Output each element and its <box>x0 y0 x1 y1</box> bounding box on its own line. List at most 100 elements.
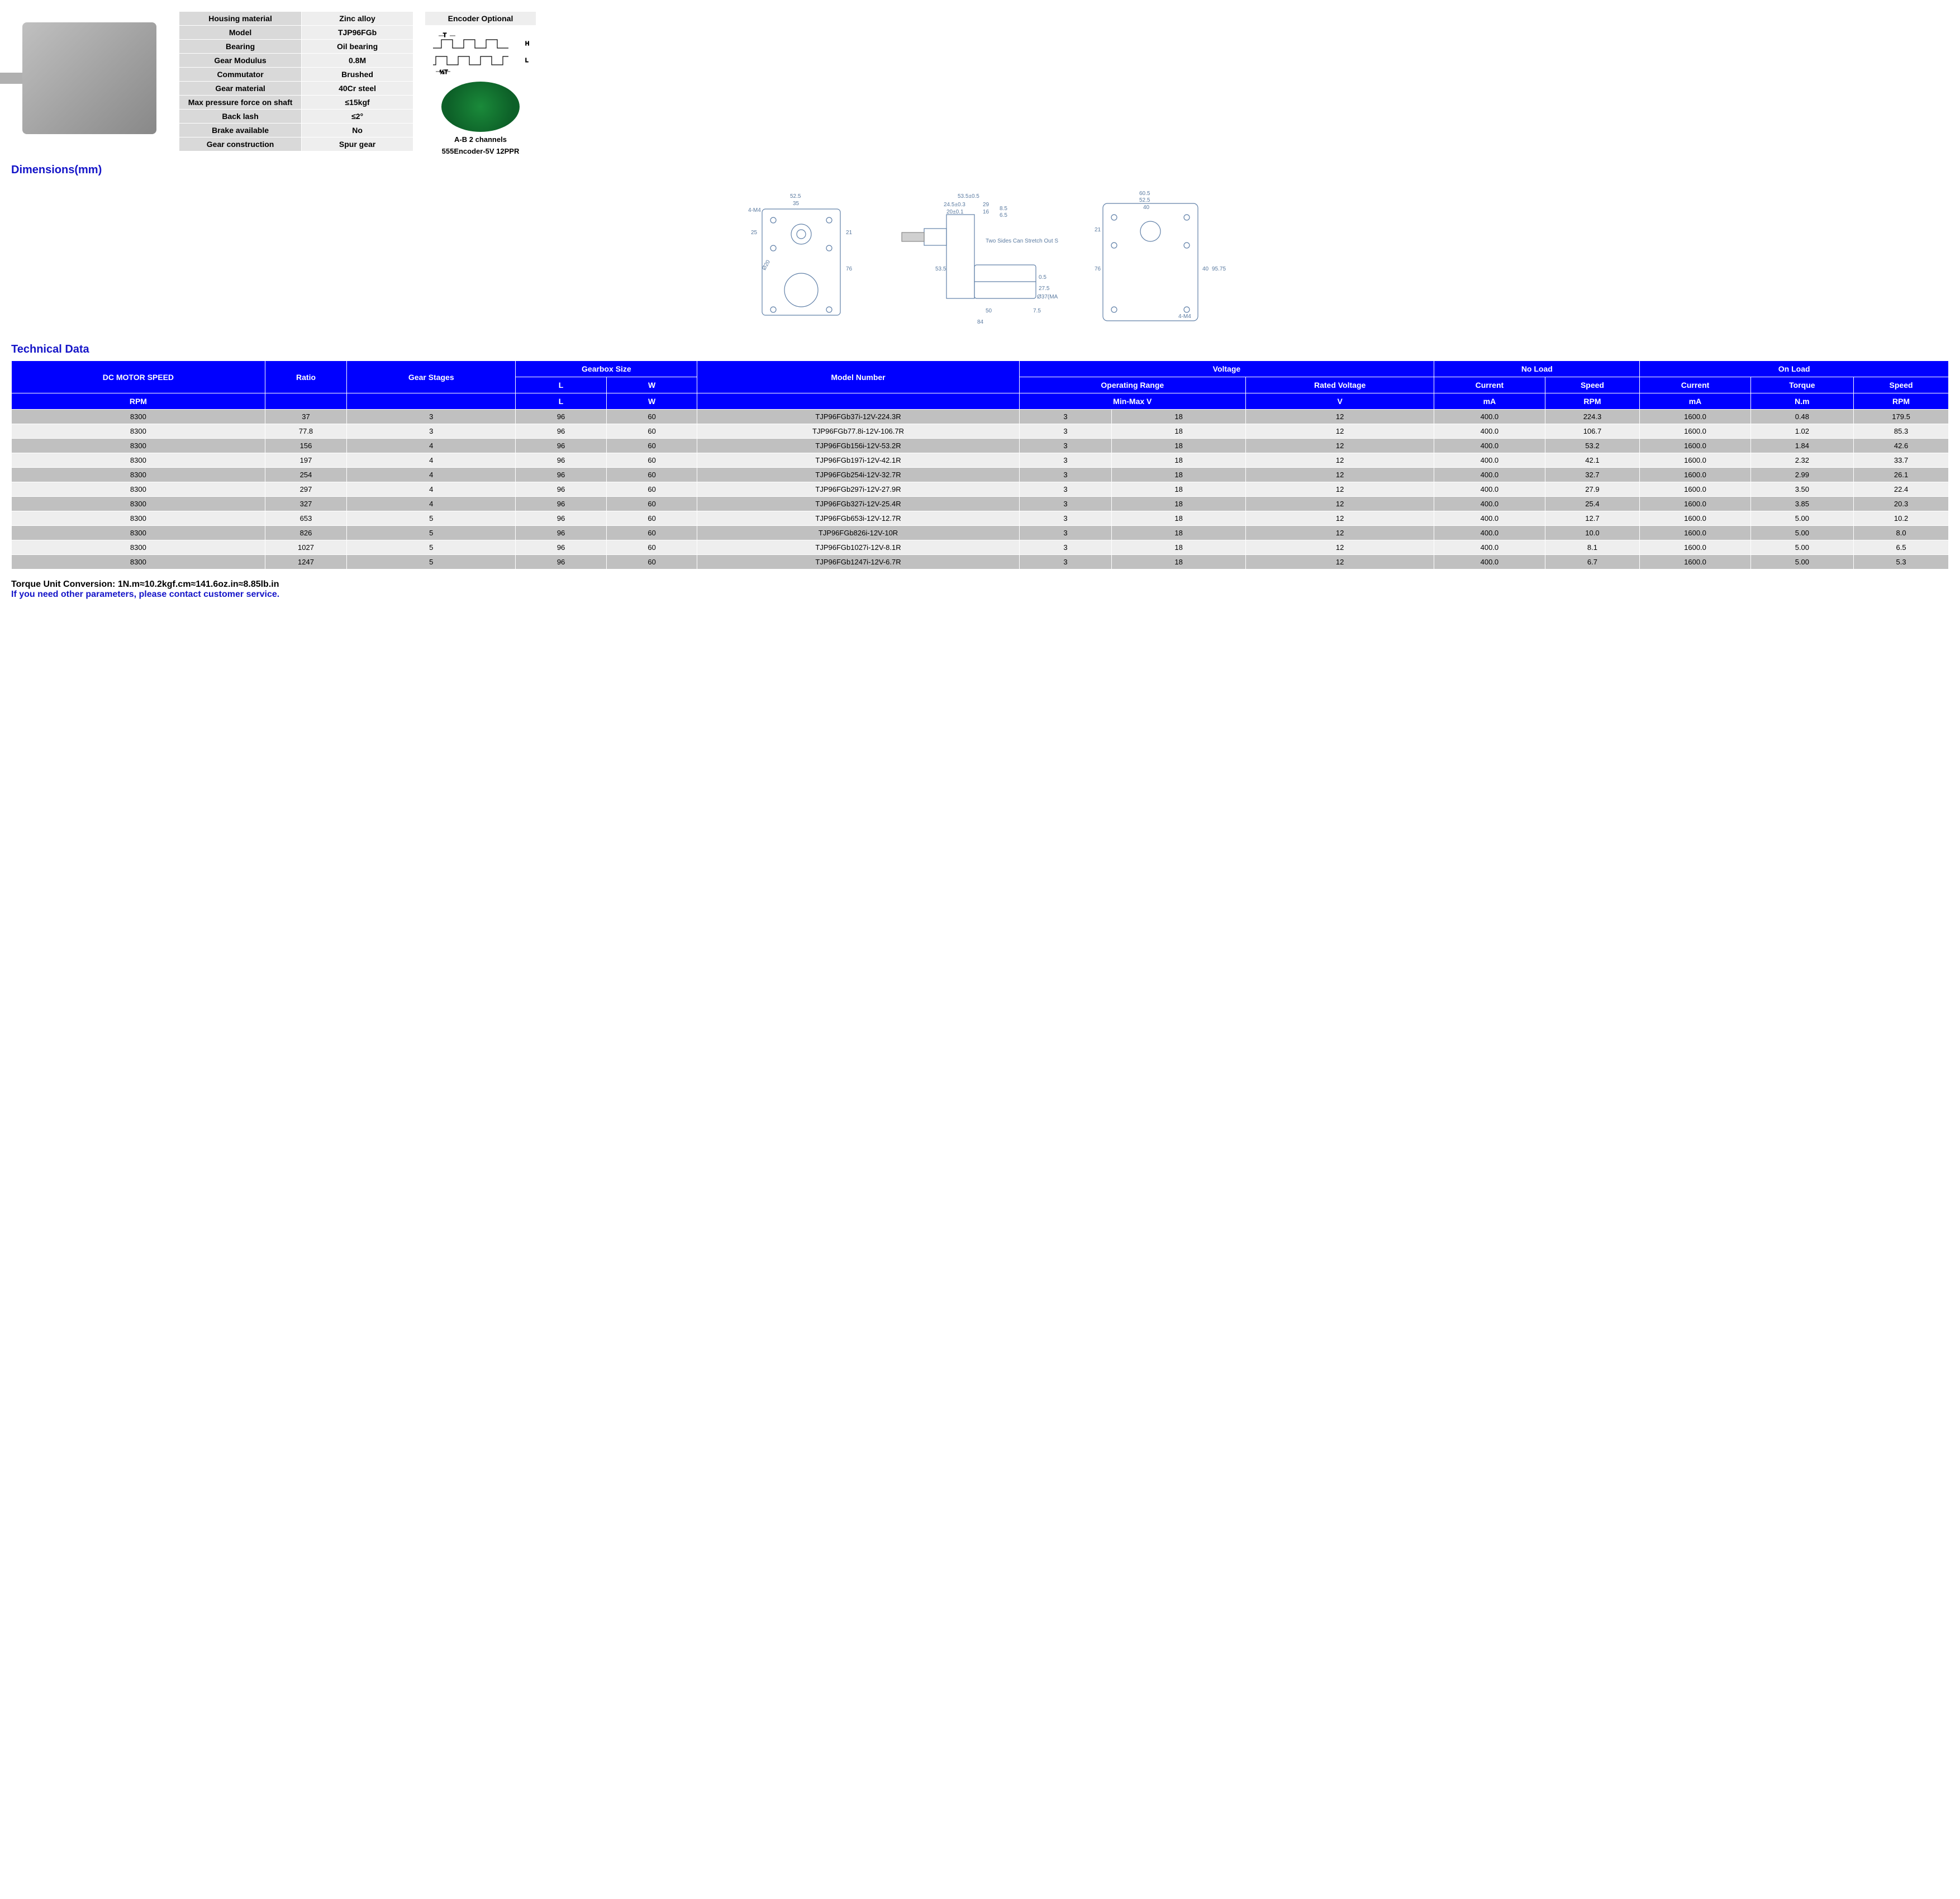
table-cell: 96 <box>516 526 607 540</box>
svg-text:27.5: 27.5 <box>1039 286 1050 292</box>
table-cell: 12 <box>1246 468 1434 482</box>
table-row: 83003739660TJP96FGb37i-12V-224.3R3181240… <box>12 410 1949 424</box>
encoder-caption-1: A-B 2 channels <box>425 135 536 144</box>
svg-text:24.5±0.3: 24.5±0.3 <box>944 202 965 208</box>
product-image <box>11 11 168 145</box>
table-cell: 2.32 <box>1750 453 1853 468</box>
table-cell: 297 <box>265 482 346 497</box>
table-cell: 60 <box>606 497 697 511</box>
table-row: 830015649660TJP96FGb156i-12V-53.2R318124… <box>12 439 1949 453</box>
specs-row: Gear constructionSpur gear <box>179 137 413 151</box>
table-cell: 12 <box>1246 424 1434 439</box>
table-cell: 6.5 <box>1854 540 1949 555</box>
table-cell: 1600.0 <box>1640 540 1750 555</box>
th-onload: On Load <box>1640 361 1949 377</box>
table-row: 8300102759660TJP96FGb1027i-12V-8.1R31812… <box>12 540 1949 555</box>
svg-text:25: 25 <box>751 230 758 236</box>
table-cell: 400.0 <box>1434 439 1545 453</box>
table-cell: 18 <box>1112 540 1246 555</box>
table-cell: 12 <box>1246 482 1434 497</box>
table-cell: 8300 <box>12 511 265 526</box>
table-cell: 96 <box>516 439 607 453</box>
top-row: Housing materialZinc alloyModelTJP96FGbB… <box>11 11 1949 155</box>
table-cell: 400.0 <box>1434 540 1545 555</box>
table-cell: 12 <box>1246 497 1434 511</box>
table-cell: 12 <box>1246 540 1434 555</box>
contact-note: If you need other parameters, please con… <box>11 590 1949 600</box>
table-cell: 20.3 <box>1854 497 1949 511</box>
table-cell: 18 <box>1112 439 1246 453</box>
th-u-rpm1: RPM <box>1545 393 1640 410</box>
encoder-panel: Encoder Optional T H L ½T A-B 2 channels… <box>425 11 536 155</box>
table-cell: 32.7 <box>1545 468 1640 482</box>
table-cell: 224.3 <box>1545 410 1640 424</box>
table-cell: 60 <box>606 453 697 468</box>
specs-row: BearingOil bearing <box>179 40 413 54</box>
specs-value: Spur gear <box>302 137 413 151</box>
table-cell: 156 <box>265 439 346 453</box>
table-cell: 18 <box>1112 424 1246 439</box>
svg-text:84: 84 <box>977 319 984 325</box>
svg-text:6.5: 6.5 <box>1000 212 1007 219</box>
table-cell: 3 <box>1019 540 1112 555</box>
svg-text:53.5: 53.5 <box>935 266 946 272</box>
table-cell: 5.00 <box>1750 540 1853 555</box>
table-cell: 8300 <box>12 497 265 511</box>
table-cell: 4 <box>347 439 516 453</box>
table-cell: 27.9 <box>1545 482 1640 497</box>
table-cell: 3 <box>1019 410 1112 424</box>
table-row: 830029749660TJP96FGb297i-12V-27.9R318124… <box>12 482 1949 497</box>
th-u-rpm: RPM <box>12 393 265 410</box>
table-cell: 1600.0 <box>1640 453 1750 468</box>
table-cell: 60 <box>606 540 697 555</box>
th-nl-current: Current <box>1434 377 1545 393</box>
table-cell: 3 <box>1019 424 1112 439</box>
table-cell: 6.7 <box>1545 555 1640 569</box>
specs-value: ≤15kgf <box>302 96 413 110</box>
svg-text:Ø37(MAX): Ø37(MAX) <box>1037 294 1058 300</box>
table-cell: 5 <box>347 540 516 555</box>
specs-table: Housing materialZinc alloyModelTJP96FGbB… <box>179 11 413 151</box>
th-nl-speed: Speed <box>1545 377 1640 393</box>
table-cell: 18 <box>1112 482 1246 497</box>
svg-text:4-M4: 4-M4 <box>1178 314 1191 320</box>
specs-value: Brushed <box>302 68 413 82</box>
specs-value: No <box>302 124 413 137</box>
table-cell: 8300 <box>12 526 265 540</box>
svg-text:50: 50 <box>986 308 992 314</box>
specs-row: Brake availableNo <box>179 124 413 137</box>
table-cell: 3 <box>1019 439 1112 453</box>
table-cell: 4 <box>347 468 516 482</box>
svg-text:76: 76 <box>1095 266 1101 272</box>
table-cell: 4 <box>347 482 516 497</box>
table-cell: 8300 <box>12 540 265 555</box>
table-cell: 25.4 <box>1545 497 1640 511</box>
table-cell: 1600.0 <box>1640 468 1750 482</box>
specs-value: 0.8M <box>302 54 413 68</box>
table-cell: 22.4 <box>1854 482 1949 497</box>
table-cell: 10.2 <box>1854 511 1949 526</box>
table-cell: 327 <box>265 497 346 511</box>
table-cell: 400.0 <box>1434 555 1545 569</box>
table-cell: 3 <box>1019 482 1112 497</box>
specs-label: Model <box>179 26 302 40</box>
table-cell: 60 <box>606 482 697 497</box>
table-cell: 18 <box>1112 410 1246 424</box>
table-cell: 60 <box>606 439 697 453</box>
table-cell: 18 <box>1112 526 1246 540</box>
th-W: W <box>606 377 697 393</box>
th-oprange: Operating Range <box>1019 377 1245 393</box>
table-cell: 5 <box>347 526 516 540</box>
specs-row: Housing materialZinc alloy <box>179 12 413 26</box>
svg-text:21: 21 <box>1095 227 1101 233</box>
technical-heading: Technical Data <box>11 343 1949 356</box>
table-cell: 400.0 <box>1434 526 1545 540</box>
table-cell: 18 <box>1112 453 1246 468</box>
encoder-waveform: T H L ½T <box>425 31 536 76</box>
specs-row: Gear material40Cr steel <box>179 82 413 96</box>
svg-text:21: 21 <box>846 230 853 236</box>
specs-value: ≤2° <box>302 110 413 124</box>
table-cell: TJP96FGb254i-12V-32.7R <box>697 468 1019 482</box>
svg-text:½T: ½T <box>440 69 448 75</box>
table-cell: 1027 <box>265 540 346 555</box>
